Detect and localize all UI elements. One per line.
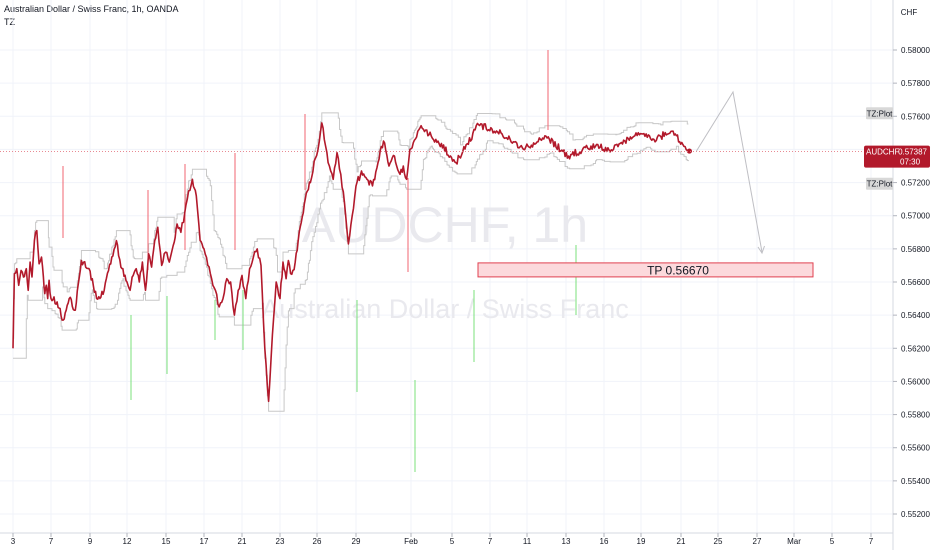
y-tick-label: 0.56800 [901, 245, 930, 254]
watermark-symbol: AUDCHF, 1h [302, 197, 588, 253]
x-tick-label: 21 [677, 537, 686, 546]
x-tick-label: 19 [637, 537, 646, 546]
y-tick-label: 0.56000 [901, 377, 930, 386]
y-tick-label: 0.57200 [901, 179, 930, 188]
tz-channel [13, 112, 689, 412]
y-tick-label: 0.55600 [901, 444, 930, 453]
tp-label: TP 0.56670 [647, 263, 709, 277]
y-tick-label: 0.55800 [901, 411, 930, 420]
indicator-label: TZ [4, 17, 15, 27]
last-price-dot [686, 148, 693, 154]
y-tick-label: 0.56200 [901, 344, 930, 353]
projection-line[interactable] [695, 90, 763, 253]
tz-plot-tag-lower: TZ:Plot [867, 180, 894, 189]
y-tick-label: 0.58000 [901, 46, 930, 55]
x-tick-label: 5 [830, 537, 835, 546]
x-tick-label: 21 [238, 537, 247, 546]
tp-box[interactable] [477, 262, 814, 278]
x-tick-label: 15 [162, 537, 171, 546]
x-tick-label: 13 [562, 537, 571, 546]
x-tick-label: 23 [276, 537, 285, 546]
x-tick-label: 7 [488, 537, 493, 546]
x-tick-label: 7 [869, 537, 874, 546]
watermark-name: Australian Dollar / Swiss Franc [261, 294, 629, 324]
x-tick-label: 16 [600, 537, 609, 546]
x-tick-label: 5 [450, 537, 455, 546]
y-tick-label: 0.56600 [901, 278, 930, 287]
watermark: AUDCHF, 1h Australian Dollar / Swiss Fra… [261, 197, 629, 324]
price-tag-symbol: AUDCHF [866, 148, 899, 157]
price-line[interactable] [12, 122, 689, 403]
grid [0, 0, 893, 533]
tz-plot-tag-upper: TZ:Plot [867, 109, 894, 118]
y-tick-label: 0.55400 [901, 477, 930, 486]
x-tick-label: 11 [523, 537, 532, 546]
x-tick-label: 9 [88, 537, 93, 546]
x-tick-label: 3 [11, 537, 16, 546]
price-tag-value: 0.57387 [898, 148, 927, 157]
y-tick-label: 0.57800 [901, 79, 930, 88]
take-profit-zone[interactable]: TP 0.56670 [477, 262, 814, 278]
y-tick-label: 0.56400 [901, 311, 930, 320]
y-tick-label: 0.57000 [901, 212, 930, 221]
currency-label: CHF [901, 8, 918, 17]
chart-title: Australian Dollar / Swiss Franc, 1h, OAN… [4, 4, 179, 14]
channel-upper [13, 112, 689, 339]
x-tick-label: 12 [123, 537, 132, 546]
y-tick-label: 0.55200 [901, 510, 930, 519]
x-tick-label: 25 [714, 537, 723, 546]
x-tick-label: 26 [313, 537, 322, 546]
tz-wicks [62, 50, 577, 472]
price-tag-bg [864, 145, 930, 168]
y-tick-label: 0.57600 [901, 112, 930, 121]
x-tick-label: Mar [787, 537, 801, 546]
tz-plot-tag-upper-bg [866, 107, 893, 120]
tz-plot-tag-lower-bg [866, 177, 893, 190]
x-tick-label: 27 [753, 537, 762, 546]
price-tag-countdown: 07:30 [900, 158, 921, 167]
x-tick-label: 7 [49, 537, 54, 546]
x-tick-label: 17 [200, 537, 209, 546]
x-tick-label: 29 [352, 537, 361, 546]
projection-arrowhead [757, 245, 765, 255]
x-tick-label: Feb [404, 537, 418, 546]
projection-path[interactable] [695, 90, 765, 255]
